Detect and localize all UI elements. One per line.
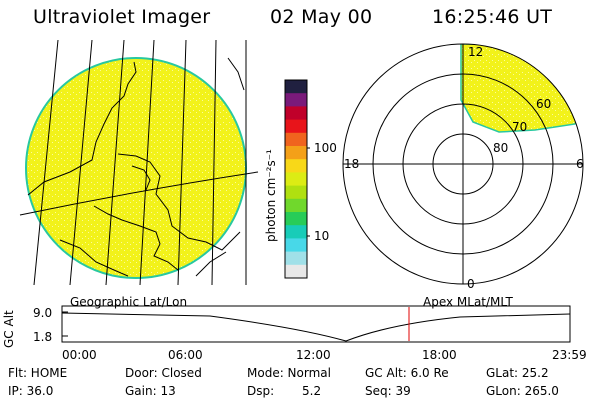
colorbar-band bbox=[285, 251, 307, 266]
geographic-image bbox=[19, 40, 259, 285]
time-label: 16:25:46 UT bbox=[432, 6, 553, 28]
colorbar-band bbox=[285, 172, 307, 187]
colorbar-band bbox=[285, 185, 307, 200]
x-tick-1800: 18:00 bbox=[422, 348, 457, 362]
mlat-label-80: 80 bbox=[493, 141, 509, 155]
x-tick-1200: 12:00 bbox=[296, 348, 331, 362]
colorbar-band bbox=[285, 146, 307, 160]
colorbar-band bbox=[285, 212, 307, 226]
status-glon: GLon: 265.0 bbox=[486, 384, 559, 398]
x-tick-2359: 23:59 bbox=[552, 348, 587, 362]
mlt-label-12: 12 bbox=[468, 45, 484, 59]
status-dsp-label: Dsp: bbox=[247, 384, 275, 398]
colorbar-band bbox=[285, 238, 307, 253]
status-flt: Flt: HOME bbox=[8, 366, 68, 380]
colorbar-band bbox=[285, 159, 307, 173]
mlat-label-60: 60 bbox=[536, 97, 552, 111]
colorbar-band bbox=[285, 198, 307, 213]
colorbar-unit-label: photon cm⁻²s⁻¹ bbox=[264, 149, 278, 242]
status-dsp-value: 5.2 bbox=[302, 384, 322, 398]
colorbar bbox=[284, 79, 310, 279]
mlt-label-6: 6 bbox=[576, 157, 584, 171]
status-glat: GLat: 25.2 bbox=[486, 366, 549, 380]
gc-alt-axis-label: GC Alt bbox=[2, 310, 16, 348]
colorbar-band bbox=[285, 225, 307, 239]
status-gc-alt: GC Alt: 6.0 Re bbox=[365, 366, 449, 380]
x-tick-0600: 06:00 bbox=[168, 348, 203, 362]
lat-lon-grid bbox=[19, 40, 259, 285]
altitude-timeline bbox=[61, 305, 571, 343]
colorbar-tick-100: 100 bbox=[314, 141, 337, 155]
coastlines bbox=[27, 57, 245, 277]
status-ip: IP: 36.0 bbox=[8, 384, 54, 398]
colorbar-band bbox=[285, 80, 307, 94]
status-door: Door: Closed bbox=[125, 366, 202, 380]
mlt-label-0: 0 bbox=[467, 277, 475, 291]
date-label: 02 May 00 bbox=[270, 6, 373, 28]
instrument-title: Ultraviolet Imager bbox=[33, 6, 211, 28]
colorbar-tick-10: 10 bbox=[314, 229, 330, 243]
y-tick-9: 9.0 bbox=[33, 306, 53, 320]
x-tick-0000: 00:00 bbox=[62, 348, 97, 362]
altitude-curve bbox=[61, 312, 571, 342]
polar-grid bbox=[342, 43, 584, 285]
y-tick-1-8: 1.8 bbox=[33, 330, 53, 344]
mlt-label-18: 18 bbox=[344, 157, 360, 171]
mlat-label-70: 70 bbox=[512, 120, 528, 134]
colorbar-band bbox=[285, 132, 307, 147]
colorbar-band bbox=[285, 264, 307, 279]
status-gain: Gain: 13 bbox=[125, 384, 176, 398]
status-seq: Seq: 39 bbox=[365, 384, 411, 398]
polar-plot bbox=[342, 43, 584, 285]
colorbar-band bbox=[285, 106, 307, 121]
status-mode: Mode: Normal bbox=[247, 366, 331, 380]
colorbar-band bbox=[285, 93, 307, 107]
colorbar-band bbox=[285, 119, 307, 134]
